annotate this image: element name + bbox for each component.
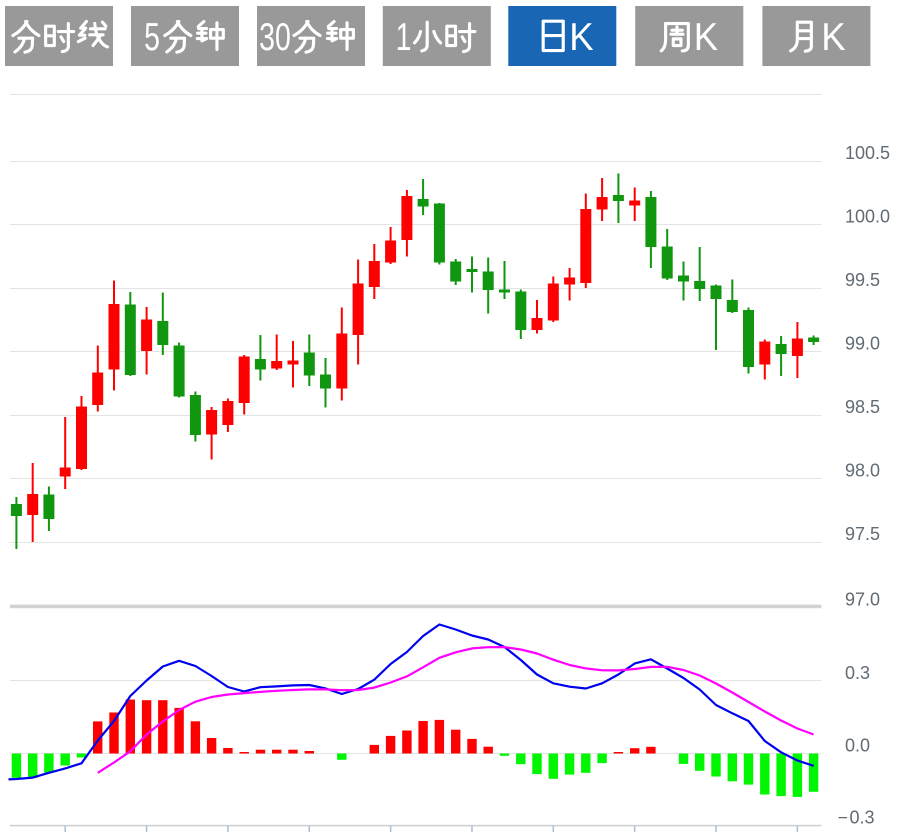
svg-text:0.0: 0.0 (845, 735, 870, 755)
svg-text:97.0: 97.0 (845, 590, 880, 610)
svg-text:100.0: 100.0 (845, 206, 890, 226)
svg-text:100.5: 100.5 (845, 143, 890, 163)
svg-text:99.5: 99.5 (845, 270, 880, 290)
svg-text:5: 5 (144, 16, 160, 59)
svg-text:30: 30 (259, 16, 291, 59)
svg-text:1: 1 (396, 16, 412, 59)
svg-text:99.0: 99.0 (845, 333, 880, 353)
svg-text:K: K (569, 15, 593, 58)
svg-text:K: K (694, 15, 718, 58)
svg-text:− 0.3: − 0.3 (838, 807, 875, 827)
svg-text:97.5: 97.5 (845, 524, 880, 544)
svg-text:98.5: 98.5 (845, 397, 880, 417)
svg-text:0.3: 0.3 (845, 663, 870, 683)
svg-text:K: K (821, 15, 845, 58)
svg-text:98.0: 98.0 (845, 460, 880, 480)
